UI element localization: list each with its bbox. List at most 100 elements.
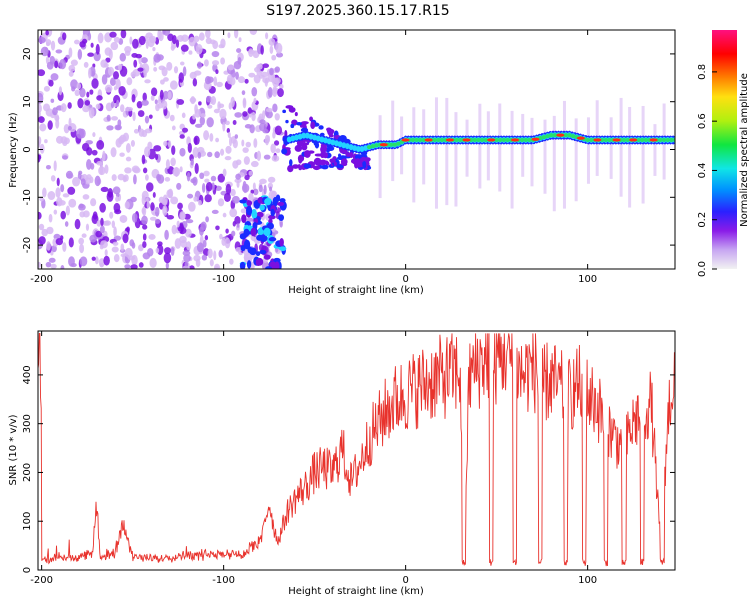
spectrogram-ridge-mid (359, 146, 365, 153)
spectrogram-noise-blob (242, 99, 247, 109)
spectrogram-noise-blob (138, 128, 145, 137)
spectrogram-noise-blob (113, 71, 120, 80)
spectrogram-noise-blob (155, 247, 160, 254)
spectrogram-noise-blob (241, 90, 246, 96)
spectrogram-noise-blob (172, 167, 181, 177)
spectrogram-noise-blob (114, 124, 122, 131)
spectrogram-noise-blob (111, 246, 119, 253)
spectrogram-noise-blob (212, 60, 220, 66)
spectrogram-noise-blob (233, 30, 239, 39)
spectrogram-noise-blob (106, 125, 114, 131)
spectrogram-noise-blob (104, 220, 112, 226)
spectrogram-noise-blob (51, 245, 57, 253)
spectrogram-noise-blob (157, 30, 162, 40)
spectrogram-noise-blob (198, 32, 205, 41)
spectrogram-transition-blob (320, 143, 328, 148)
spectrogram-noise-blob (93, 51, 101, 62)
spectrogram-noise-blob (110, 41, 119, 51)
spectrogram-ridge-peak (511, 138, 520, 142)
spectrogram-transition-blob (288, 106, 296, 113)
spectrogram-streak (465, 119, 469, 177)
spectrogram-noise-blob (268, 38, 276, 46)
spectrogram-x-tick-label: 100 (578, 274, 597, 285)
spectrogram-noise-blob (219, 108, 227, 120)
spectrogram-noise-blob (100, 240, 108, 249)
spectrogram-ridge-inner (541, 135, 547, 140)
spectrogram-noise-blob (150, 202, 155, 211)
spectrogram-noise-blob (131, 93, 136, 103)
spectrogram-ridge-inner (639, 137, 645, 142)
snr-y-tick-label: 400 (22, 365, 33, 384)
spectrogram-noise-blob (74, 89, 80, 97)
snr-y-tick-label: 100 (22, 512, 33, 531)
spectrogram-noise-blob (266, 135, 271, 143)
spectrogram-noise-blob (120, 30, 127, 39)
spectrogram-ridge-inner (607, 137, 612, 142)
spectrogram-noise-blob (48, 79, 54, 87)
spectrogram-noise-blob (187, 193, 194, 199)
spectrogram-ridge-inner (476, 137, 481, 142)
spectrogram-noise-blob (38, 36, 46, 44)
spectrogram-cluster-blob (239, 261, 246, 269)
spectrogram-noise-blob (38, 136, 42, 146)
spectrogram-ridge-inner (672, 137, 675, 142)
spectrogram-noise-blob (118, 63, 122, 71)
spectrogram-noise-blob (188, 201, 196, 212)
spectrogram-noise-blob (252, 182, 256, 191)
spectrogram-noise-blob (67, 125, 72, 131)
spectrogram-noise-blob (124, 167, 132, 174)
spectrogram-ridge-inner (439, 137, 445, 142)
spectrogram-noise-blob (229, 77, 236, 86)
spectrogram-ridge-inner (370, 144, 376, 149)
spectrogram-noise-blob (125, 143, 131, 153)
spectrogram-noise-blob (183, 254, 191, 263)
spectrogram-ridge-inner (588, 137, 594, 142)
spectrogram-streak (552, 115, 556, 212)
spectrogram-noise-blob (126, 226, 130, 233)
spectrogram-noise-blob (250, 261, 255, 269)
spectrogram-noise-blob (267, 182, 274, 189)
spectrogram-noise-blob (154, 99, 158, 105)
spectrogram-noise-blob (236, 48, 242, 53)
spectrogram-noise-blob (275, 42, 283, 54)
spectrogram-noise-blob (101, 74, 108, 85)
spectrogram-transition-blob (326, 128, 335, 134)
spectrogram-noise-blob (196, 242, 204, 253)
spectrogram-noise-blob (70, 59, 78, 66)
spectrogram-transition-blob (297, 154, 305, 163)
spectrogram-noise-blob (90, 42, 94, 48)
spectrogram-noise-blob (141, 99, 149, 106)
spectrogram-noise-blob (68, 64, 76, 72)
snr-y-ticks: 0 100 200 300 400 (22, 365, 675, 573)
spectrogram-noise-blob (148, 114, 153, 119)
spectrogram-noise-blob (272, 103, 278, 113)
spectrogram-ridge-inner (374, 143, 379, 148)
spectrogram-ridge-mid (290, 135, 296, 142)
colorbar-label: Normalized spectral amplitude (739, 73, 750, 227)
spectrogram-noise-blob (50, 175, 56, 182)
spectrogram-ridge-inner (483, 137, 489, 142)
spectrogram-noise-blob (96, 161, 103, 166)
spectrogram-transition-blob (282, 109, 287, 114)
spectrogram-noise-blob (39, 143, 45, 154)
spectrogram-noise-blob (205, 181, 213, 192)
spectrogram-noise-blob (194, 108, 201, 118)
snr-y-tick-label: 0 (22, 567, 33, 573)
spectrogram-noise-blob (132, 38, 139, 49)
spectrogram-noise-blob (109, 31, 117, 38)
spectrogram-ridge-inner (563, 133, 569, 138)
colorbar-tick-label: 0.4 (697, 162, 708, 178)
spectrogram-noise-blob (161, 100, 168, 110)
spectrogram-noise-blob (221, 237, 227, 247)
spectrogram-noise-blob (217, 198, 225, 207)
spectrogram-noise-blob (157, 241, 163, 247)
spectrogram-streak (574, 118, 578, 202)
spectrogram-noise-blob (79, 256, 88, 267)
spectrogram-ridge-inner (505, 137, 510, 142)
spectrogram-transition-blob (340, 158, 348, 166)
spectrogram-noise-blob (222, 212, 227, 218)
spectrogram-ridge-inner (552, 133, 558, 138)
spectrogram-noise-blob (97, 32, 104, 44)
spectrogram-y-tick-label: 20 (22, 48, 33, 61)
spectrogram-ridge-mid (334, 140, 339, 147)
